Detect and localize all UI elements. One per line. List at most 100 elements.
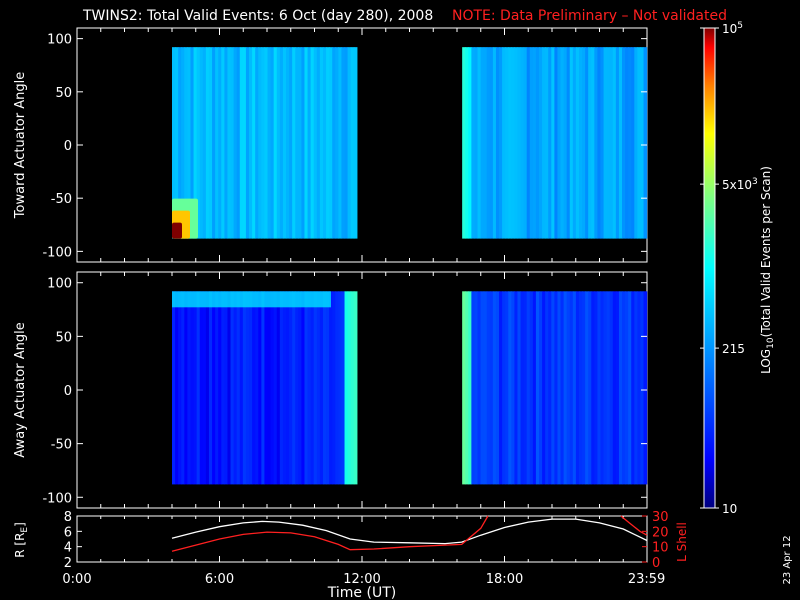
lshell-ylabel: L Shell [675, 522, 689, 562]
r-series-line [171, 518, 648, 545]
heatmap-column [474, 47, 479, 239]
heatmap-column [612, 47, 617, 239]
heatmap-column [282, 291, 287, 485]
heatmap-column [495, 291, 500, 485]
heatmap-column [474, 291, 479, 485]
heatmap-column [539, 47, 543, 239]
heatmap-column [178, 47, 182, 239]
heatmap-column [606, 47, 611, 239]
lshell-tick-label: 10 [652, 541, 669, 556]
heatmap-column [569, 47, 574, 239]
heatmap-column [270, 291, 275, 485]
heatmap-column [542, 291, 546, 485]
heatmap-column [245, 291, 250, 485]
heatmap-column [276, 47, 281, 239]
heatmap-column [313, 291, 318, 485]
heatmap-column [319, 291, 324, 485]
heatmap-column [301, 291, 306, 485]
heatmap-column [575, 47, 580, 239]
heatmap-column [295, 291, 299, 485]
heatmap-column [184, 291, 188, 485]
heatmap-column [508, 47, 512, 239]
heatmap-column [338, 291, 343, 485]
heatmap-column [569, 291, 574, 485]
heatmap-column [205, 291, 210, 485]
heatmap-column [212, 291, 216, 485]
heatmap-column [462, 291, 466, 485]
heatmap-column [273, 47, 278, 239]
heatmap-column [588, 291, 592, 485]
toward-heatmap [172, 47, 648, 239]
heatmap-column [326, 291, 330, 485]
heatmap-column [489, 47, 494, 239]
y-tick-label: 50 [55, 86, 72, 101]
heatmap-column [526, 291, 531, 485]
heatmap-column [600, 47, 605, 239]
heatmap-column [597, 47, 602, 239]
heatmap-column [344, 47, 349, 239]
y-tick-label: 50 [55, 330, 72, 345]
heatmap-column [310, 291, 315, 485]
heatmap-column [264, 291, 269, 485]
heatmap-column [572, 291, 577, 485]
heatmap-column [353, 47, 358, 239]
heatmap-column [554, 291, 559, 485]
r-tick-label: 2 [64, 556, 72, 571]
y-tick-label: -100 [42, 245, 72, 260]
lshell-tick-label: 20 [652, 525, 669, 540]
y-tick-label: 100 [47, 33, 72, 48]
heatmap-column [236, 47, 241, 239]
heatmap-column [511, 291, 515, 485]
heatmap-column [190, 47, 195, 239]
heatmap-column [628, 47, 632, 239]
heatmap-column [471, 291, 476, 485]
heatmap-column [285, 47, 290, 239]
heatmap-column [585, 291, 589, 485]
heatmap-column [594, 47, 599, 239]
heatmap-column [578, 291, 583, 485]
heatmap-column [502, 291, 506, 485]
heatmap-column [631, 291, 635, 485]
heatmap-column [548, 47, 552, 239]
heatmap-column [483, 291, 488, 485]
heatmap-column [514, 47, 519, 239]
heatmap-column [502, 47, 506, 239]
chart-title: TWINS2: Total Valid Events: 6 Oct (day 2… [82, 8, 433, 24]
x-tick-label: 18:00 [486, 572, 523, 587]
heatmap-column [545, 47, 549, 239]
y-tick-label: 100 [47, 277, 72, 292]
r-ylabel: R [RE] [13, 522, 30, 558]
heatmap-column [193, 291, 198, 485]
heatmap-column [603, 291, 608, 485]
x-tick-label: 0:00 [62, 572, 91, 587]
heatmap-column [230, 47, 235, 239]
heatmap-column [350, 291, 355, 485]
heatmap-column [557, 291, 562, 485]
heatmap-column [551, 291, 555, 485]
heatmap-column [532, 47, 537, 239]
heatmap-column [224, 47, 229, 239]
heatmap-column [637, 291, 642, 485]
heatmap-column [273, 291, 278, 485]
heatmap-column [628, 291, 632, 485]
heatmap-column [631, 47, 635, 239]
heatmap-column [465, 291, 469, 485]
heatmap-column [335, 47, 339, 239]
heatmap-column [184, 47, 188, 239]
heatmap-column [594, 291, 599, 485]
heatmap-column [252, 291, 256, 485]
lshell-series-line [171, 515, 489, 552]
heatmap-column [178, 291, 182, 485]
heatmap-column [196, 291, 201, 485]
heatmap-column [508, 291, 512, 485]
heatmap-column [582, 47, 586, 239]
heatmap-column [289, 47, 293, 239]
heatmap-column [242, 47, 247, 239]
colorbar-ticks: 105 5x103 215 10 [700, 21, 758, 516]
heatmap-column [279, 47, 284, 239]
heatmap-column [618, 47, 623, 239]
heatmap-column [560, 47, 565, 239]
heatmap-column [236, 291, 241, 485]
heatmap-column [190, 291, 195, 485]
